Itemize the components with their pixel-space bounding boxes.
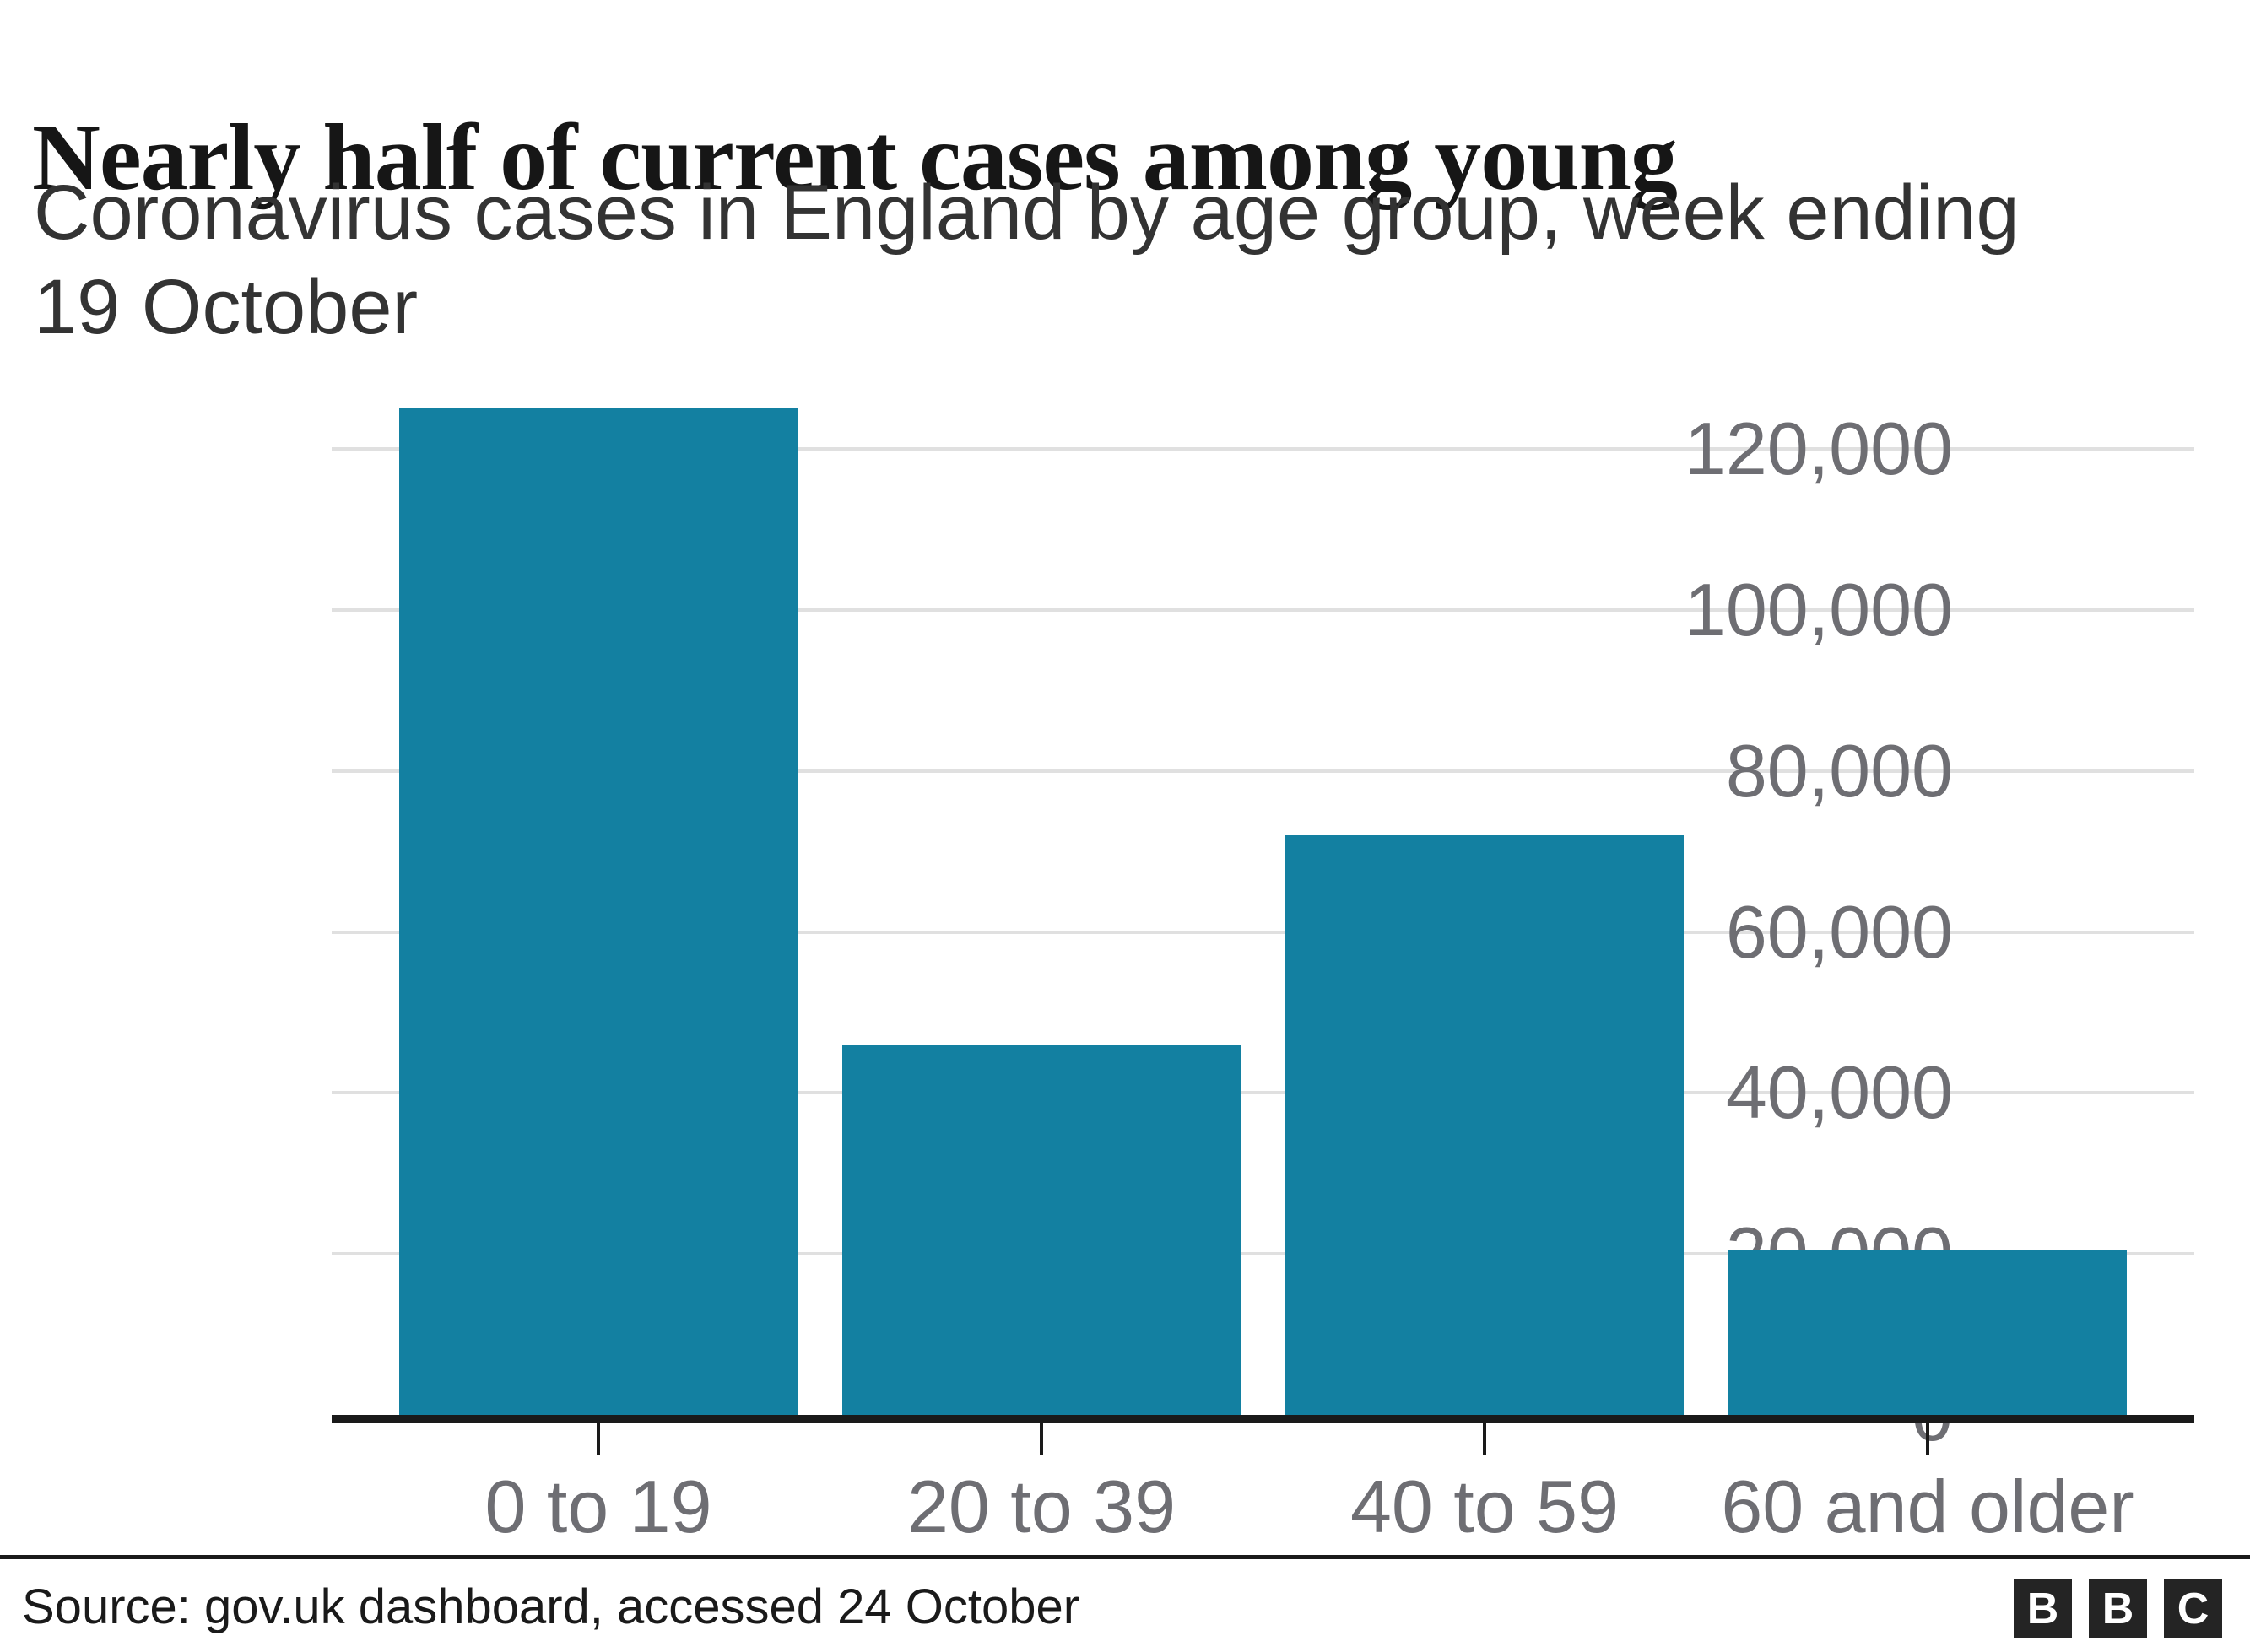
gridline-40000 [332,1091,2194,1095]
y-tick-label-120000: 120,000 [1684,407,1953,490]
x-tick-60-and-older [1926,1423,1929,1455]
x-tick-0-to-19 [597,1423,600,1455]
bbc-logo-block-2: B [2089,1579,2147,1638]
chart-title: Nearly half of current cases among young [32,105,1678,211]
x-tick-label-40-to-59: 40 to 59 [1349,1465,1620,1548]
y-tick-label-40000: 40,000 [1725,1050,1953,1135]
bar-20-to-39 [842,1045,1241,1415]
bbc-logo: B B C [2014,1579,2222,1638]
bbc-logo-block-1: B [2014,1579,2072,1638]
x-axis-line [332,1415,2194,1423]
gridline-100000 [332,607,2194,612]
gridline-80000 [332,769,2194,773]
bar-0-to-19 [399,408,798,1415]
y-tick-label-100000: 100,000 [1684,567,1953,651]
source-label: Source: gov.uk dashboard, accessed 24 Oc… [22,1579,1080,1634]
chart-subtitle: Coronavirus cases in England by age grou… [34,165,2020,354]
bbc-logo-block-3: C [2164,1579,2222,1638]
bar-40-to-59 [1285,835,1684,1415]
bar-60-and-older [1728,1250,2127,1415]
chart-subtitle-line-2: 19 October [34,264,419,350]
x-tick-label-20-to-39: 20 to 39 [906,1465,1176,1548]
x-tick-40-to-59 [1483,1423,1486,1455]
footer-divider [0,1555,2250,1559]
chart-subtitle-line-1: Coronavirus cases in England by age grou… [34,170,2020,256]
x-tick-label-60-and-older: 60 and older [1721,1465,2134,1548]
gridline-120000 [332,447,2194,451]
x-tick-20-to-39 [1040,1423,1043,1455]
gridline-20000 [332,1252,2194,1256]
gridline-60000 [332,930,2194,934]
x-tick-label-0-to-19: 0 to 19 [484,1465,712,1548]
y-tick-label-80000: 80,000 [1725,728,1953,813]
y-tick-label-60000: 60,000 [1725,889,1953,974]
